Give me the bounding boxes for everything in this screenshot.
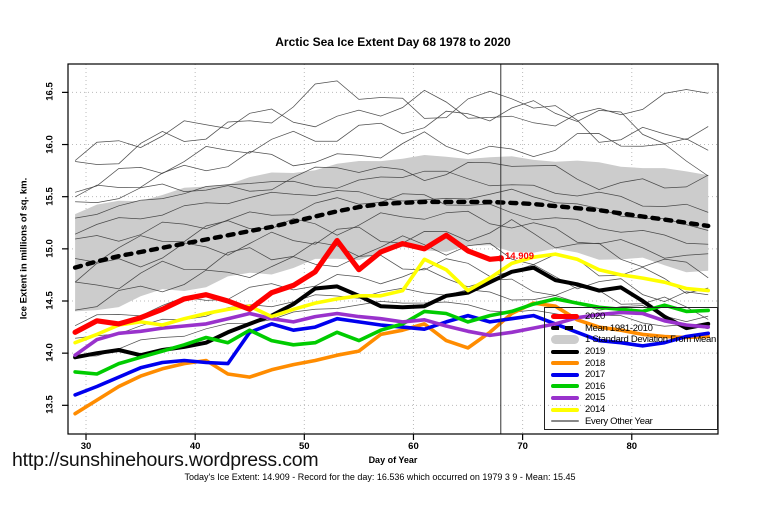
y-axis-label: Ice Extent in millions of sq. km. (18, 177, 30, 320)
legend-item-label: Mean 1981-2010 (585, 322, 653, 334)
background-year-line (75, 254, 709, 311)
legend-line-swatch (551, 361, 579, 366)
legend-line-swatch (551, 420, 579, 422)
legend-item-every-other-year: Every Other Year (551, 415, 717, 427)
x-tick-label: 70 (517, 441, 528, 452)
site-url: http://sunshinehours.wordpress.com (12, 449, 319, 471)
legend-item-2017: 2017 (551, 369, 717, 381)
legend-item-2016: 2016 (551, 381, 717, 393)
x-tick-label: 50 (299, 441, 310, 452)
legend-item-2018: 2018 (551, 357, 717, 369)
y-tick-label: 14.0 (44, 343, 56, 362)
background-year-line (75, 235, 709, 294)
footer-caption: Today's Ice Extent: 14.909 - Record for … (184, 472, 576, 482)
legend-item-label: 2015 (585, 392, 605, 404)
background-year-line (75, 193, 709, 245)
y-tick-label: 16.5 (44, 82, 56, 102)
y-tick-label: 14.5 (44, 291, 56, 310)
legend-item-label: 2016 (585, 380, 605, 392)
background-year-line (74, 100, 709, 193)
background-year-line (75, 162, 709, 203)
mean-line (72, 199, 711, 270)
legend-item-1-standard-deviation-from-mean: 1 Standard Deviation From Mean (551, 334, 717, 346)
x-tick-label: 30 (80, 441, 92, 452)
series-2014-line (73, 252, 711, 345)
page-title: Arctic Sea Ice Extent Day 68 1978 to 202… (275, 35, 511, 49)
legend-item-label: 2017 (585, 369, 605, 381)
legend-item-label: Every Other Year (585, 415, 653, 427)
std-dev-band (75, 155, 709, 312)
series-2018-line (73, 301, 711, 416)
legend-line-swatch (551, 372, 579, 377)
legend-item-2014: 2014 (551, 404, 717, 416)
legend-item-label: 2018 (585, 357, 605, 369)
legend-item-mean-1981-2010: Mean 1981-2010 (551, 323, 717, 335)
legend-item-label: 1 Standard Deviation From Mean (585, 334, 716, 346)
legend-item-label: 2020 (585, 311, 605, 323)
background-year-line (74, 131, 709, 198)
y-tick-label: 15.0 (44, 239, 56, 258)
series-2020-line (72, 232, 504, 335)
x-tick-label: 80 (626, 441, 638, 452)
background-year-line (75, 80, 709, 165)
series-2015-line (73, 310, 711, 358)
background-year-line (75, 170, 709, 219)
x-tick-label: 60 (408, 441, 419, 452)
legend-line-swatch (551, 384, 579, 389)
y-tick-label: 15.5 (44, 186, 56, 206)
legend-line-swatch (551, 314, 579, 320)
background-year-line (74, 89, 709, 161)
y-tick-label: 13.5 (44, 395, 56, 415)
x-tick-label: 40 (189, 441, 201, 452)
legend-band-swatch (551, 335, 579, 345)
y-tick-label: 16.0 (44, 134, 56, 154)
legend-item-label: 2019 (585, 346, 605, 358)
legend-line-swatch (551, 326, 579, 331)
legend-line-swatch (551, 407, 579, 412)
legend-item-2019: 2019 (551, 346, 717, 358)
legend-item-2020: 2020 (551, 311, 717, 323)
x-axis-label: Day of Year (368, 455, 418, 465)
legend-box: 2020 Mean 1981-2010 1 Standard Deviation F… (544, 307, 718, 430)
value-annotation: 14.909 (505, 251, 535, 262)
legend-item-label: 2014 (585, 404, 605, 416)
legend-line-swatch (551, 349, 579, 354)
legend-line-swatch (551, 395, 579, 400)
background-year-line (75, 210, 709, 263)
legend-item-2015: 2015 (551, 392, 717, 404)
